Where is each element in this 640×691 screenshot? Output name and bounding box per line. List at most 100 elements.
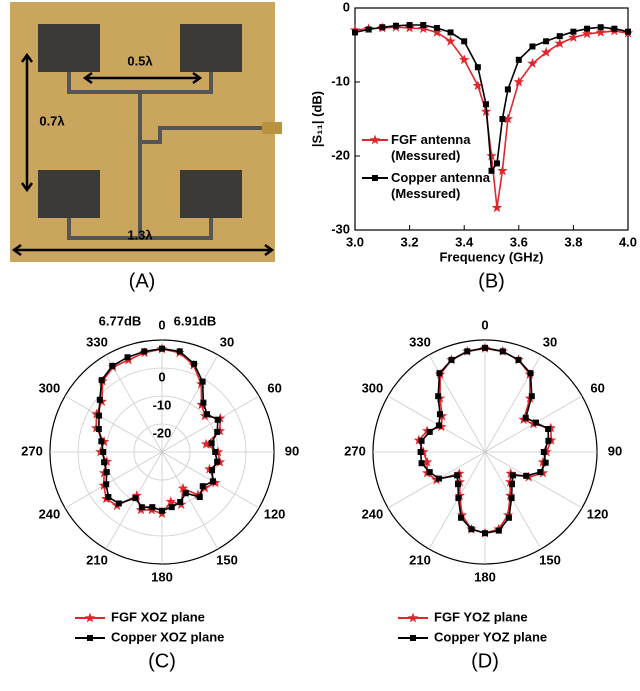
marker — [568, 32, 579, 42]
theta-tick-label: 300 — [39, 380, 61, 395]
theta-tick-label: 150 — [216, 553, 238, 568]
marker — [421, 456, 433, 467]
patch — [38, 170, 100, 218]
grid-spoke — [428, 354, 486, 453]
x-tick-label: 3.4 — [455, 234, 474, 249]
panel-caption: (B) — [478, 270, 505, 292]
marker — [515, 56, 522, 63]
y-tick-label: -20 — [331, 147, 350, 162]
dimension-arrow — [14, 55, 272, 252]
marker — [100, 449, 107, 455]
theta-tick-label: 0 — [158, 317, 165, 332]
marker — [505, 514, 512, 521]
marker — [435, 475, 442, 482]
theta-tick-label: 30 — [220, 334, 234, 349]
marker — [365, 26, 372, 33]
marker — [159, 345, 165, 352]
dimension-label: 0.7λ — [39, 113, 65, 128]
marker — [124, 354, 131, 361]
marker — [540, 449, 547, 455]
theta-tick-label: 90 — [285, 443, 299, 458]
theta-tick-label: 180 — [151, 569, 173, 584]
marker — [98, 438, 105, 445]
marker — [625, 28, 631, 35]
marker — [455, 495, 462, 502]
marker — [200, 399, 207, 406]
theta-tick-label: 330 — [409, 334, 431, 349]
r-tick-label: -20 — [153, 425, 172, 440]
marker — [458, 514, 465, 521]
marker — [214, 458, 221, 465]
arrow-head — [11, 52, 275, 257]
marker — [491, 202, 503, 213]
marker — [177, 482, 189, 493]
marker — [554, 38, 565, 48]
marker — [455, 481, 462, 488]
marker — [379, 24, 386, 31]
marker — [418, 23, 429, 34]
marker — [200, 438, 212, 449]
legend-label: Copper XOZ plane — [111, 629, 224, 644]
marker — [472, 80, 484, 91]
panel-caption: (A) — [129, 270, 156, 292]
marker — [196, 494, 203, 501]
marker — [199, 378, 206, 385]
feed-line — [67, 72, 265, 240]
marker — [499, 116, 506, 122]
marker — [436, 370, 443, 377]
marker — [435, 422, 442, 429]
marker — [597, 24, 604, 31]
marker — [177, 498, 184, 505]
theta-tick-label: 30 — [543, 334, 557, 349]
theta-tick-label: 0 — [481, 317, 488, 332]
marker — [214, 416, 221, 423]
annotation: 6.77dB — [99, 313, 142, 328]
theta-tick-label: 210 — [86, 553, 108, 568]
marker — [545, 426, 552, 433]
grid-circle — [77, 367, 247, 537]
marker — [581, 28, 593, 39]
marker — [445, 35, 456, 46]
marker — [527, 370, 534, 377]
y-tick-label: -10 — [331, 73, 350, 88]
marker — [407, 612, 419, 623]
marker — [431, 26, 443, 37]
panel-caption: (C) — [148, 650, 176, 672]
marker — [493, 160, 500, 167]
theta-tick-label: 240 — [362, 506, 384, 521]
marker — [204, 411, 211, 418]
marker — [392, 22, 399, 29]
theta-tick-label: 210 — [409, 553, 431, 568]
marker — [497, 165, 508, 176]
legend-label: FGF YOZ plane — [434, 609, 528, 624]
marker — [372, 175, 378, 181]
marker — [502, 509, 514, 520]
marker — [542, 459, 549, 466]
marker — [138, 504, 145, 511]
marker — [433, 24, 440, 31]
marker — [95, 412, 102, 419]
theta-tick-label: 150 — [539, 553, 561, 568]
marker — [208, 467, 215, 474]
marker — [513, 76, 524, 87]
marker — [98, 377, 105, 384]
r-tick-label: -10 — [153, 397, 172, 412]
plot-frame — [354, 7, 629, 231]
marker — [495, 527, 502, 534]
x-axis-label: Frequency (GHz) — [439, 249, 543, 264]
marker — [105, 493, 112, 500]
antenna-photo: 0.5λ 0.7λ 1.3λ — [10, 2, 282, 262]
marker — [459, 54, 470, 65]
marker — [168, 504, 175, 511]
marker — [418, 437, 425, 444]
legend-label: FGF antenna (Messured) — [391, 132, 471, 163]
marker — [369, 134, 381, 145]
theta-tick-label: 60 — [590, 380, 604, 395]
patch — [38, 24, 100, 72]
marker — [132, 495, 139, 502]
x-tick-label: 4.0 — [619, 234, 637, 249]
marker — [508, 481, 515, 488]
marker — [522, 414, 529, 421]
marker — [199, 483, 206, 490]
